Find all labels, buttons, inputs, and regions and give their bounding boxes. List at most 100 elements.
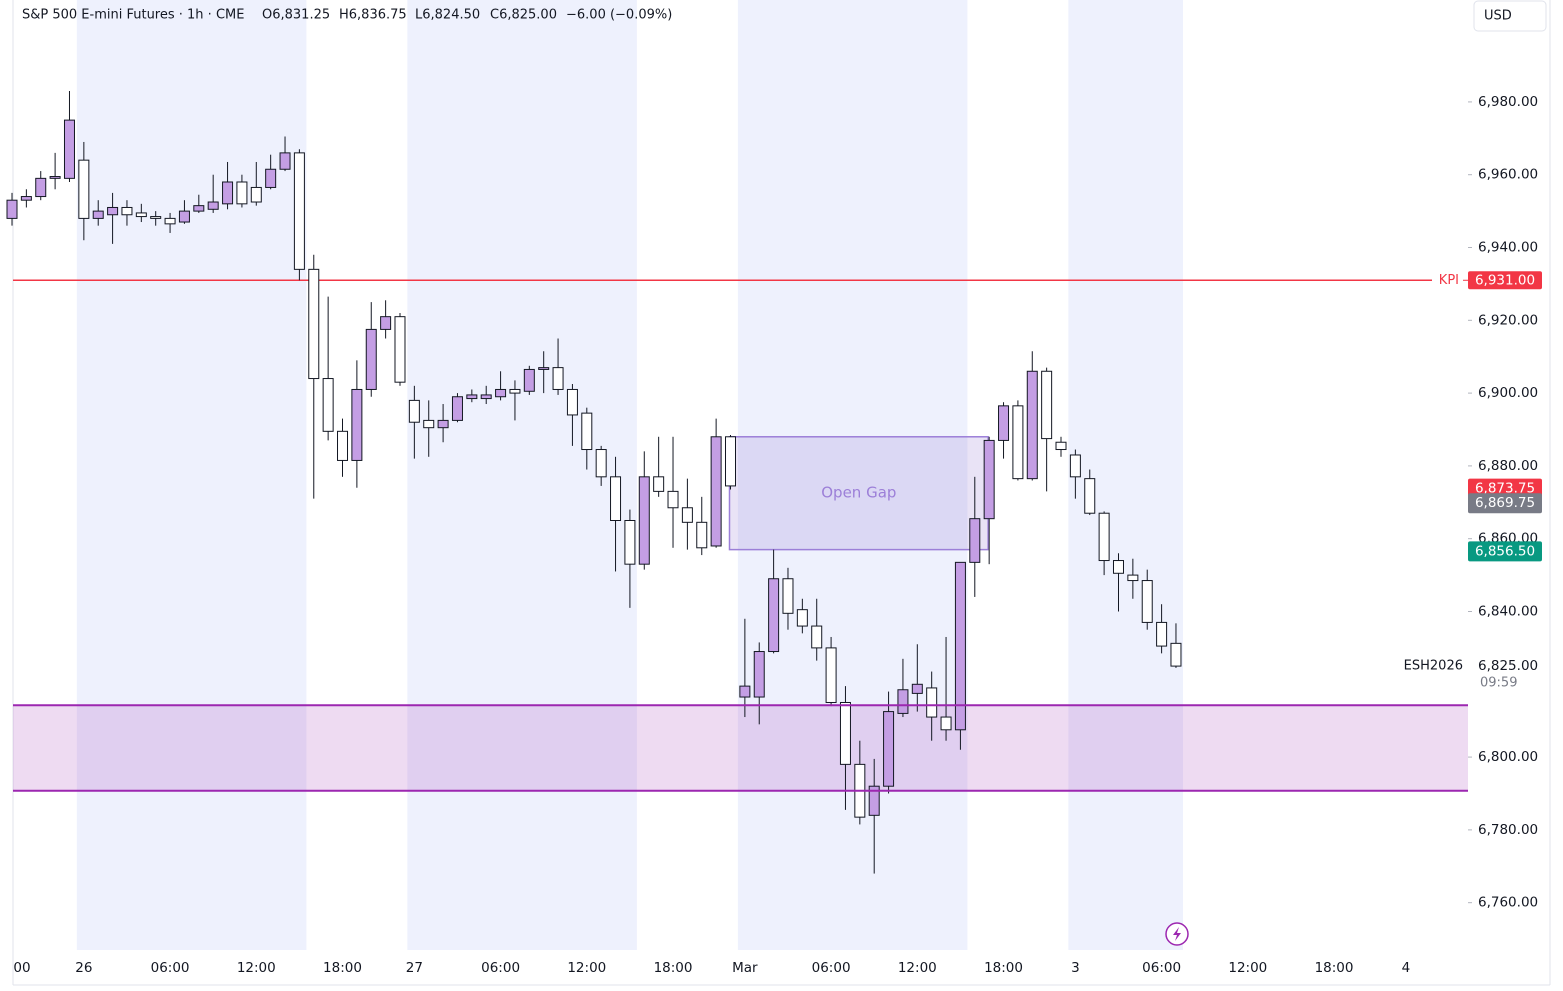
candle-body [1156,621,1168,647]
x-tick-label: 18:00 [323,960,362,976]
legend-low: L6,824.50 [415,8,480,23]
candle-body [193,205,205,212]
candle-body [20,196,32,201]
last-price-countdown: 09:59 [1480,676,1517,691]
candle-body [495,388,507,398]
candle-body [222,181,234,205]
candle-body [638,476,650,565]
candle-body [178,210,190,223]
y-tick-label: 6,940.00 [1478,240,1538,256]
kpi-tag-label: 6,931.00 [1475,272,1535,288]
session-shade [76,0,307,950]
candle-body [35,177,47,198]
candle-body [207,201,219,210]
candle-body [581,412,593,451]
gap-label: Open Gap [821,484,896,502]
y-tick-label: 6,840.00 [1478,603,1538,619]
candle-body [523,368,535,392]
x-tick-label: Mar [732,960,758,976]
candle-body [322,378,334,432]
candle-body [566,388,578,416]
x-tick-label: 06:00 [1142,960,1181,976]
x-tick-label: 26 [75,960,92,976]
background-layer [13,0,1468,950]
candle-body [121,206,133,216]
last-price-label: 6,825.00 [1478,658,1538,674]
y-tick-label: 6,760.00 [1478,895,1538,911]
candle-body [92,210,104,219]
price-tag-label: 6,873.75 [1475,481,1535,497]
last-price-tag [1468,655,1548,690]
header: S&P 500 E-mini Futures · 1h · CME O6,831… [22,8,672,23]
candle-body [394,316,406,383]
candle-body [365,328,377,390]
x-tick-label: 06:00 [481,960,520,976]
candle-body [6,199,18,219]
candle-body [437,419,449,429]
x-tick-label: 18:00 [984,960,1023,976]
price-tag-label: 6,856.50 [1475,543,1535,559]
candle-body [408,399,420,423]
candle-body [150,216,162,219]
candle-body [1112,560,1124,574]
currency-label[interactable]: USD [1484,9,1512,24]
candle-body [250,186,262,203]
candle-body [926,687,938,718]
legend-high: H6,836.75 [339,8,407,23]
candle-body [710,436,722,547]
x-tick-label: 12:00 [237,960,276,976]
candle-body [1170,642,1182,667]
legend-change: −6.00 (−0.09%) [566,8,672,23]
session-shade [1068,0,1183,950]
x-tick-label: 4 [1402,960,1411,976]
alert-bolt[interactable] [1173,927,1181,941]
x-tick-label: 12:00 [567,960,606,976]
y-tick-label: 6,920.00 [1478,312,1538,328]
candle-body [825,647,837,703]
candle-body [380,316,392,330]
candle-body [998,405,1010,441]
candle-body [811,625,823,649]
candle-body [509,388,521,394]
kpi-name: KPI [1439,273,1459,288]
currency-box[interactable] [1473,0,1547,32]
candle-body [236,181,248,205]
candle-body [954,561,966,731]
candle-body [265,168,277,188]
candle-body [696,521,708,549]
candle-body [423,419,435,429]
candle-body [552,367,564,390]
kpi-tag [1468,271,1542,290]
candle-body [796,609,808,627]
candle-body [293,152,305,270]
y-tick-label: 6,880.00 [1478,458,1538,474]
x-tick-label: 18:00 [654,960,693,976]
x-tick-label: 06:00 [151,960,190,976]
candle-body [451,396,463,421]
legend-open: O6,831.25 [262,8,330,23]
candle-body [940,716,952,731]
candle-body [768,578,780,653]
candle-body [337,430,349,461]
candle-body [725,436,736,487]
candle-body [351,388,363,461]
candle-body [839,701,851,765]
support-zone [13,705,1468,791]
price-tag [1468,493,1542,514]
currency-button[interactable]: USD [1473,0,1547,32]
candle-body [1055,441,1067,451]
candle-body [63,119,75,179]
x-tick-label: 27 [406,960,423,976]
x-tick-label: 12:00 [898,960,937,976]
candle-body [279,152,291,170]
alert-icon[interactable] [1165,922,1189,946]
candle-body [107,206,119,216]
candle-body [135,212,147,218]
y-tick-label: 6,900.00 [1478,385,1538,401]
candle-body [911,683,923,694]
candle-body [538,367,550,370]
plot-layer: 6,760.006,780.006,800.006,840.006,860.00… [6,90,1538,976]
price-tag-label: 6,869.75 [1475,495,1535,511]
candle-body [610,476,622,521]
